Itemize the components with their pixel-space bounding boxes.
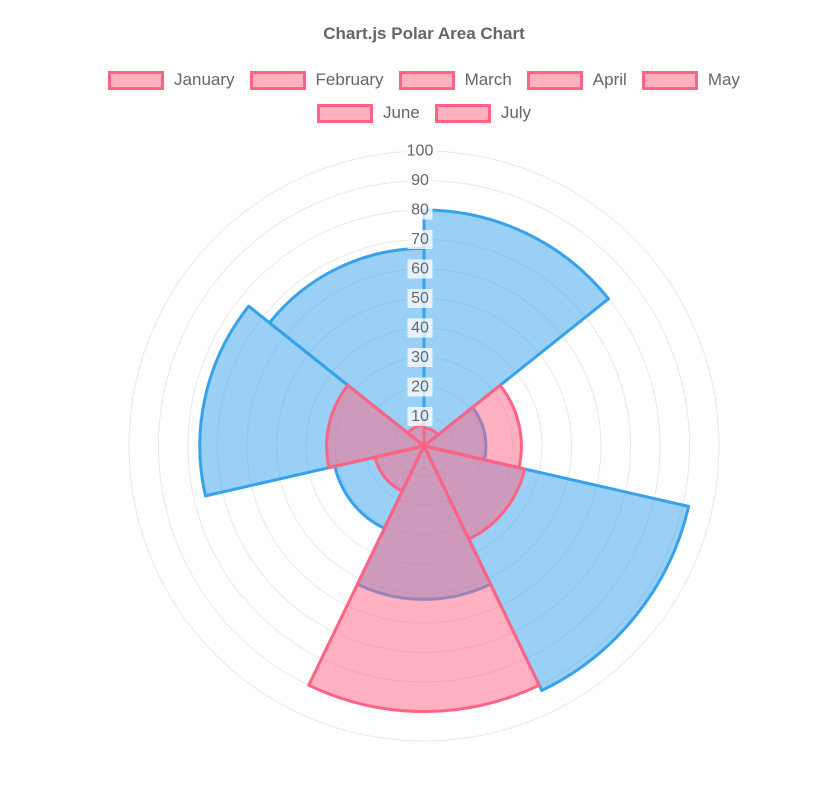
tick-backdrop-80 bbox=[407, 200, 433, 220]
sector-pink-dataset-march[interactable] bbox=[422, 444, 527, 541]
legend-label: March bbox=[464, 70, 512, 89]
legend-swatch bbox=[398, 70, 455, 90]
chart-legend: January February March April May June July bbox=[27, 70, 821, 123]
legend-item-june[interactable]: June bbox=[316, 103, 420, 123]
sector-pink-dataset-february[interactable] bbox=[422, 383, 523, 470]
tick-backdrop-100 bbox=[402, 141, 438, 161]
legend-label: July bbox=[500, 103, 532, 122]
legend-row-1: January February March April May bbox=[108, 70, 740, 90]
legend-item-april[interactable]: April bbox=[526, 70, 627, 90]
legend-label: May bbox=[707, 70, 740, 89]
tick-label-40: 40 bbox=[411, 320, 429, 337]
legend-label: June bbox=[382, 103, 420, 122]
tick-backdrop-60 bbox=[407, 259, 433, 279]
tick-backdrop-20 bbox=[407, 377, 433, 397]
tick-backdrop-70 bbox=[407, 230, 433, 249]
legend-item-july[interactable]: July bbox=[434, 103, 532, 123]
tick-label-30: 30 bbox=[411, 349, 429, 366]
legend-item-january[interactable]: January bbox=[108, 70, 235, 90]
tick-label-60: 60 bbox=[411, 261, 429, 278]
legend-swatch bbox=[249, 70, 306, 90]
tick-label-70: 70 bbox=[411, 231, 429, 248]
legend-row-2: June July bbox=[316, 103, 532, 123]
tick-backdrop-10 bbox=[407, 407, 433, 426]
tick-backdrop-50 bbox=[407, 289, 433, 308]
legend-label: January bbox=[174, 70, 235, 89]
tick-label-90: 90 bbox=[411, 172, 429, 189]
tick-label-80: 80 bbox=[411, 202, 429, 219]
tick-backdrop-90 bbox=[407, 171, 433, 190]
legend-swatch bbox=[434, 103, 491, 123]
legend-swatch bbox=[526, 70, 583, 90]
chart-header: Chart.js Polar Area Chart January Februar… bbox=[27, 0, 821, 123]
tick-label-20: 20 bbox=[411, 379, 429, 396]
legend-swatch bbox=[641, 70, 698, 90]
tick-label-50: 50 bbox=[411, 290, 429, 307]
legend-swatch bbox=[316, 103, 373, 123]
legend-item-march[interactable]: March bbox=[398, 70, 512, 90]
chart-title: Chart.js Polar Area Chart bbox=[323, 24, 525, 43]
legend-item-february[interactable]: February bbox=[249, 70, 384, 90]
tick-backdrop-40 bbox=[407, 318, 433, 338]
sector-pink-dataset-june[interactable] bbox=[325, 383, 426, 470]
sector-pink-dataset-april[interactable] bbox=[307, 444, 541, 714]
sector-blue-dataset-january[interactable] bbox=[422, 208, 611, 448]
tick-label-100: 100 bbox=[407, 143, 434, 160]
legend-label: February bbox=[315, 70, 384, 89]
legend-swatch bbox=[108, 70, 165, 90]
legend-label: April bbox=[592, 70, 627, 89]
tick-backdrop-30 bbox=[407, 348, 433, 367]
legend-item-may[interactable]: May bbox=[641, 70, 740, 90]
tick-label-10: 10 bbox=[411, 408, 429, 425]
